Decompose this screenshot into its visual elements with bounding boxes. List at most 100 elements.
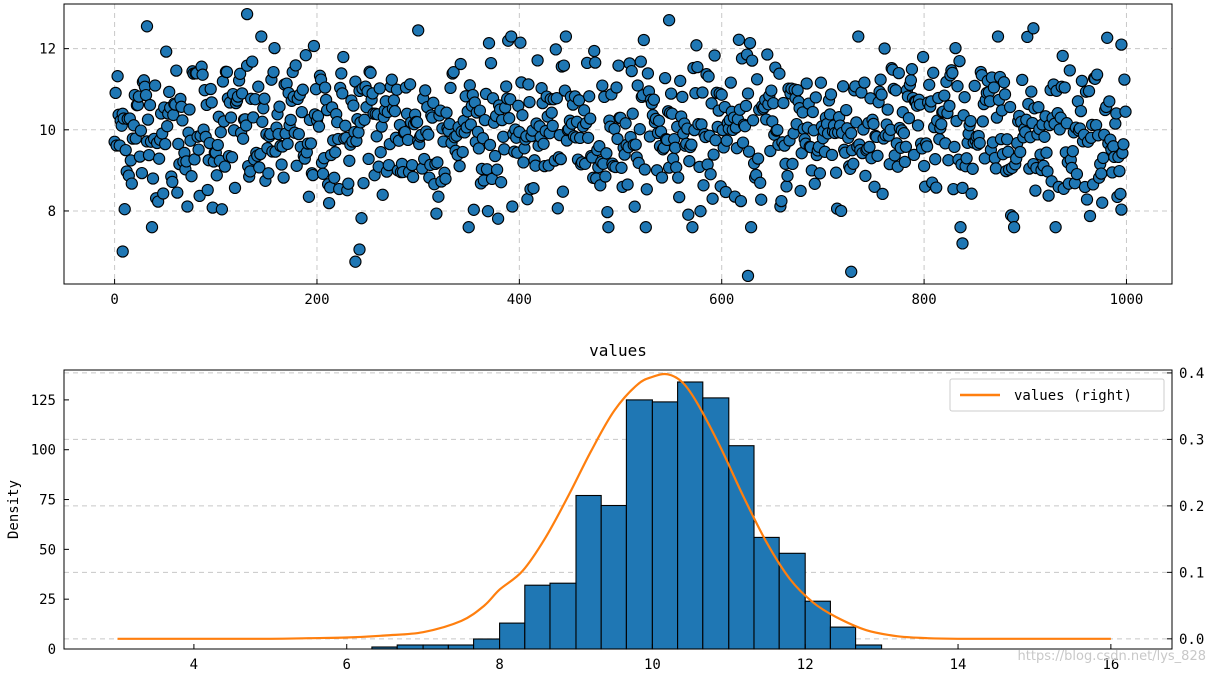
secondary-y-tick-label: 0.1: [1179, 565, 1204, 581]
scatter-point: [1109, 117, 1122, 130]
scatter-point: [868, 180, 881, 193]
scatter-point: [406, 170, 420, 184]
scatter-point: [786, 157, 799, 171]
scatter-point: [987, 81, 1001, 94]
scatter-point: [1115, 38, 1128, 51]
scatter-point: [631, 79, 644, 92]
scatter-point: [376, 188, 389, 201]
scatter-point: [284, 113, 297, 127]
scatter-point: [337, 50, 350, 64]
scatter-point: [339, 119, 352, 132]
scatter-point: [1113, 164, 1126, 178]
scatter-point: [473, 104, 487, 117]
scatter-point: [422, 128, 435, 141]
scatter-point: [289, 59, 302, 72]
scatter-point: [765, 84, 778, 97]
scatter-point: [1025, 85, 1038, 98]
scatter-point: [809, 91, 822, 104]
scatter-point: [160, 45, 173, 58]
scatter-point: [690, 39, 703, 52]
histogram-panel: values Density 4 6 8 10 12 14 16 0 25 50 75 100 125 0…: [6, 341, 1204, 673]
legend: values (right): [949, 378, 1165, 412]
scatter-point: [973, 136, 986, 150]
scatter-point: [498, 143, 511, 156]
scatter-point: [246, 55, 259, 68]
scatter-point: [845, 265, 858, 278]
scatter-point: [385, 73, 398, 86]
scatter-point: [256, 115, 269, 128]
scatter-point: [514, 36, 527, 49]
scatter-point: [923, 78, 936, 91]
scatter-point: [1070, 167, 1084, 181]
scatter-point: [1016, 73, 1029, 87]
scatter-point: [1042, 189, 1055, 202]
scatter-point: [897, 127, 911, 140]
scatter-point: [517, 156, 530, 169]
scatter-point: [881, 103, 894, 116]
scatter-point: [670, 161, 683, 174]
scatter-point: [430, 207, 443, 220]
scatter-point: [673, 190, 686, 204]
scatter-point: [295, 105, 308, 119]
scatter-point: [966, 162, 979, 175]
scatter-point: [235, 87, 249, 100]
scatter-point: [522, 78, 535, 91]
scatter-point: [629, 138, 642, 151]
scatter-point: [834, 204, 848, 218]
histogram-x-tick-label: 14: [950, 657, 967, 673]
scatter-point: [754, 176, 767, 189]
scatter-point: [619, 117, 632, 130]
scatter-point: [625, 64, 638, 78]
scatter-point: [503, 112, 516, 125]
scatter-point: [481, 205, 495, 218]
scatter-point: [626, 107, 639, 120]
scatter-point: [258, 92, 271, 105]
scatter-point: [224, 111, 238, 124]
scatter-point: [405, 158, 419, 172]
scatter-point: [210, 169, 223, 182]
scatter-point: [780, 180, 793, 193]
scatter-point: [267, 65, 280, 79]
scatter-point: [192, 143, 205, 156]
histogram-y-tick-label: 25: [39, 592, 56, 608]
scatter-point: [483, 138, 497, 152]
scatter-point: [764, 144, 777, 158]
kde-line: [117, 372, 1111, 640]
histogram-y-tick-label: 50: [39, 542, 56, 558]
scatter-point: [611, 132, 624, 146]
histogram-bar: [651, 401, 679, 650]
histogram-x-tick-label: 6: [343, 657, 351, 673]
legend-entry-label: values (right): [1014, 388, 1132, 404]
scatter-point: [771, 123, 784, 137]
scatter-point: [935, 118, 948, 131]
scatter-point: [964, 114, 977, 128]
scatter-point: [639, 221, 652, 234]
histogram-axis-ticks: 4 6 8 10 12 14 16 0 25 50 75 100 125 0.0 0.1 0.2 0.3 0.4: [31, 366, 1205, 673]
scatter-point: [1074, 104, 1088, 118]
scatter-point: [545, 106, 558, 119]
scatter-point: [739, 99, 753, 113]
histogram-y-tick-label: 75: [39, 493, 56, 509]
scatter-point: [403, 78, 417, 91]
scatter-point: [664, 87, 678, 100]
scatter-point: [930, 181, 943, 194]
scatter-point: [871, 149, 884, 162]
histogram-y-axis-label: Density: [6, 480, 22, 539]
histogram-x-tick-label: 12: [797, 657, 814, 673]
scatter-point: [253, 161, 266, 174]
scatter-point: [1007, 221, 1021, 234]
scatter-point: [755, 193, 768, 206]
scatter-point: [824, 88, 838, 101]
scatter-point: [889, 84, 902, 97]
scatter-point: [647, 93, 661, 106]
scatter-point: [239, 119, 253, 132]
scatter-point: [196, 68, 209, 81]
scatter-point: [767, 97, 780, 110]
scatter-point: [584, 112, 597, 125]
scatter-point: [1114, 187, 1127, 201]
scatter-point: [412, 24, 425, 37]
scatter-point: [825, 148, 839, 162]
scatter-point: [211, 138, 224, 152]
scatter-point: [682, 208, 695, 221]
